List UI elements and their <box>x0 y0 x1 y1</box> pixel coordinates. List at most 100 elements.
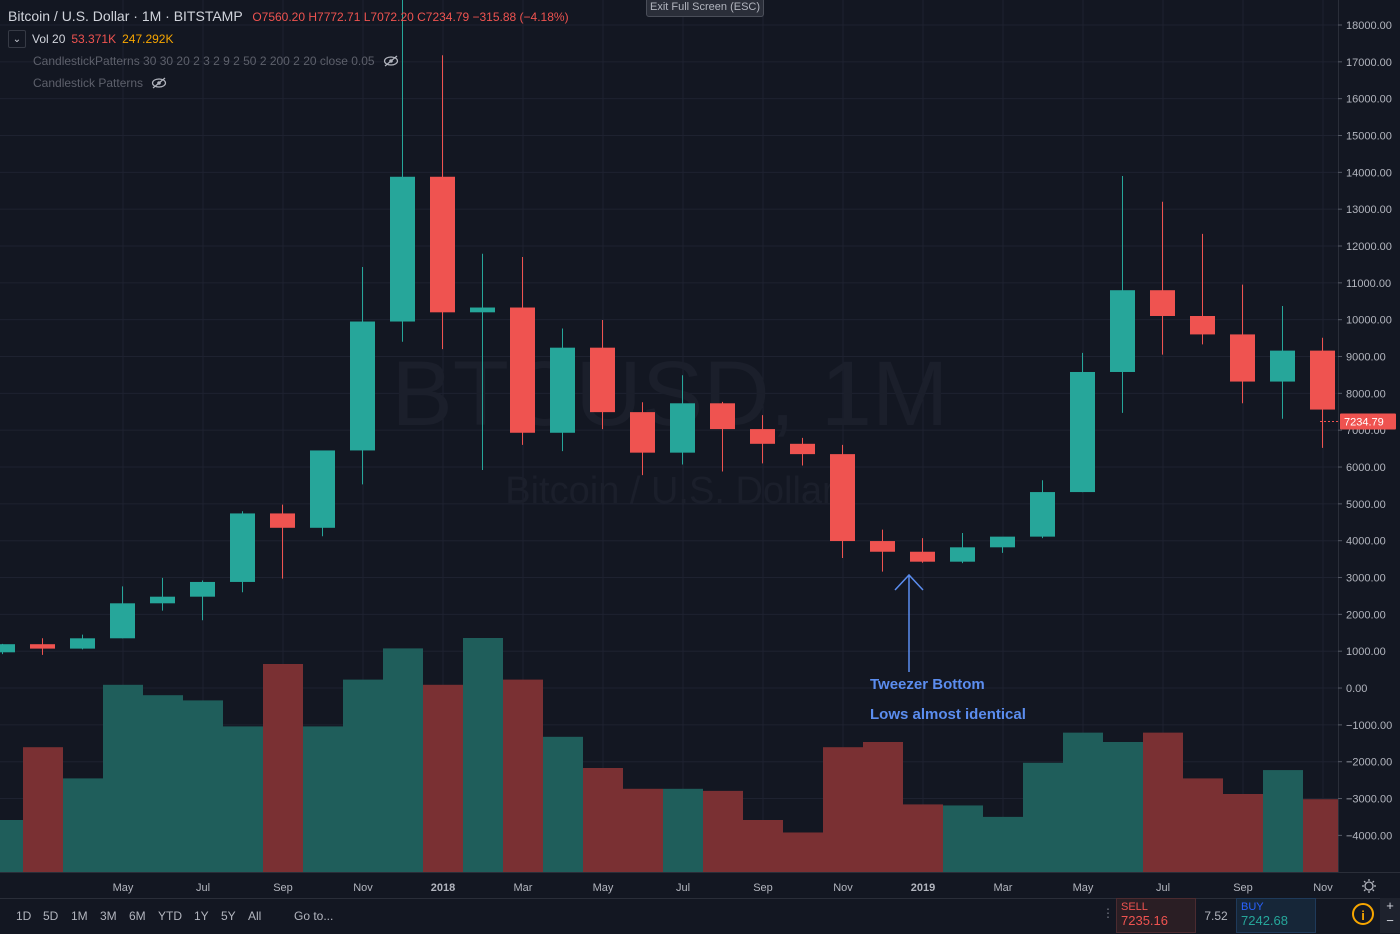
sell-button[interactable]: SELL 7235.16 <box>1116 898 1196 933</box>
timeframe-5y[interactable]: 5Y <box>221 909 236 923</box>
volume-value-2: 247.292K <box>122 32 174 46</box>
volume-bar <box>943 805 983 872</box>
candle-body <box>310 450 335 528</box>
indicator-row-1[interactable]: CandlestickPatterns 30 30 20 2 3 2 9 2 5… <box>33 54 399 68</box>
time-tick-label: May <box>593 882 614 894</box>
eye-off-icon[interactable] <box>383 55 399 67</box>
candle-body <box>670 403 695 453</box>
price-tick-label: 2000.00 <box>1346 609 1386 621</box>
volume-bar <box>743 820 783 872</box>
volume-bar <box>223 726 263 872</box>
ohlc-values: O7560.20 H7772.71 L7072.20 C7234.79 −315… <box>252 10 569 24</box>
annotation-arrow <box>894 573 924 672</box>
volume-bar <box>63 778 103 872</box>
buy-button[interactable]: BUY 7242.68 <box>1236 898 1316 933</box>
candle-body <box>110 603 135 639</box>
price-tick-label: 11000.00 <box>1346 278 1391 290</box>
candle-body <box>470 307 495 313</box>
indicator-row-2[interactable]: Candlestick Patterns <box>33 76 167 90</box>
candle-body <box>270 513 295 528</box>
candle-body <box>0 644 15 653</box>
timeframe-all[interactable]: All <box>248 909 262 923</box>
eye-off-icon[interactable] <box>151 77 167 89</box>
candle-body <box>30 644 55 649</box>
volume-value-1: 53.371K <box>71 32 117 46</box>
gear-ring <box>1364 881 1374 891</box>
candle-body <box>230 513 255 582</box>
info-icon[interactable]: i <box>1352 903 1374 925</box>
volume-legend: ⌄ Vol 20 53.371K 247.292K <box>8 30 173 48</box>
gear-tooth <box>1372 889 1375 892</box>
timeframe-5d[interactable]: 5D <box>43 909 59 923</box>
last-price-tag <box>1340 413 1396 430</box>
volume-bar <box>703 790 743 872</box>
candle-body <box>630 412 655 453</box>
timeframe-3m[interactable]: 3M <box>100 909 117 923</box>
price-tick-label: 5000.00 <box>1346 499 1386 511</box>
timeframe-1m[interactable]: 1M <box>71 909 88 923</box>
price-tick-label: 4000.00 <box>1346 536 1386 548</box>
volume-bar <box>1263 770 1303 872</box>
volume-bar <box>623 788 663 872</box>
candle-body <box>1070 371 1095 493</box>
candle-body <box>750 429 775 444</box>
volume-bar <box>903 804 943 872</box>
symbol-legend: Bitcoin / U.S. Dollar · 1M · BITSTAMP O7… <box>8 8 569 24</box>
price-tick-label: −3000.00 <box>1346 794 1392 806</box>
volume-bar <box>343 679 383 872</box>
timeframe-1d[interactable]: 1D <box>16 909 32 923</box>
candle-body <box>1270 350 1295 382</box>
price-tick-label: 0.00 <box>1346 683 1367 695</box>
volume-bar <box>583 768 623 872</box>
price-tick-label: 12000.00 <box>1346 241 1392 253</box>
spread-value: 7.52 <box>1204 908 1228 923</box>
gear-icon[interactable] <box>1362 879 1376 893</box>
volume-bar <box>303 726 343 872</box>
price-tick-label: 17000.00 <box>1346 57 1392 69</box>
time-tick-label: Mar <box>514 882 533 894</box>
price-axis-bg <box>1338 0 1400 898</box>
candle-body <box>590 347 615 413</box>
last-price-label: 7234.79 <box>1344 417 1384 429</box>
sell-price: 7235.16 <box>1121 913 1168 928</box>
candle-body <box>430 176 455 313</box>
candle-body <box>350 321 375 451</box>
gear-tooth <box>1372 880 1375 883</box>
candle-body <box>870 541 895 552</box>
volume-bars <box>0 638 1383 872</box>
price-tick-label: 6000.00 <box>1346 462 1386 474</box>
time-tick-label: Sep <box>273 882 293 894</box>
arrow-head <box>894 573 924 591</box>
candle-body <box>190 581 215 597</box>
candle-body <box>1150 290 1175 316</box>
price-tick-label: −1000.00 <box>1346 720 1392 732</box>
candle-body <box>830 454 855 542</box>
price-axis[interactable]: 18000.00 17000.00 16000.00 15000.00 14000.00… <box>1320 0 1400 898</box>
candle-body <box>150 596 175 604</box>
time-axis[interactable]: May Jul Sep Nov 2018 Mar May Jul Sep Nov 2019 Mar Ma… <box>0 872 1400 895</box>
volume-bar <box>263 664 303 872</box>
timeframe-ytd[interactable]: YTD <box>158 909 182 923</box>
timeframe-6m[interactable]: 6M <box>129 909 146 923</box>
trade-panel: SELL 7235.16 7.52 BUY 7242.68 <box>1116 898 1356 933</box>
candle-body <box>710 403 735 430</box>
indicator-label: Candlestick Patterns <box>33 76 144 90</box>
gear-tooth <box>1363 880 1366 883</box>
price-tick-label: 1000.00 <box>1346 646 1386 658</box>
chevron-down-icon[interactable]: ⌄ <box>8 30 26 48</box>
volume-bar <box>823 747 863 872</box>
buy-price: 7242.68 <box>1241 913 1288 928</box>
timeframe-1y[interactable]: 1Y <box>194 909 209 923</box>
indicator-label: CandlestickPatterns 30 30 20 2 3 2 9 2 5… <box>33 54 375 68</box>
price-tick-label: 14000.00 <box>1346 167 1392 179</box>
volume-bar <box>143 695 183 872</box>
exit-fullscreen-button[interactable]: Exit Full Screen (ESC) <box>646 0 764 17</box>
zoom-control[interactable]: + − <box>1380 898 1400 933</box>
time-tick-label: Nov <box>1313 882 1333 894</box>
goto-date-button[interactable]: Go to... <box>294 909 334 923</box>
candle-body <box>390 176 415 322</box>
volume-bar <box>503 679 543 872</box>
volume-bar <box>103 684 143 872</box>
volume-bar <box>423 684 463 872</box>
